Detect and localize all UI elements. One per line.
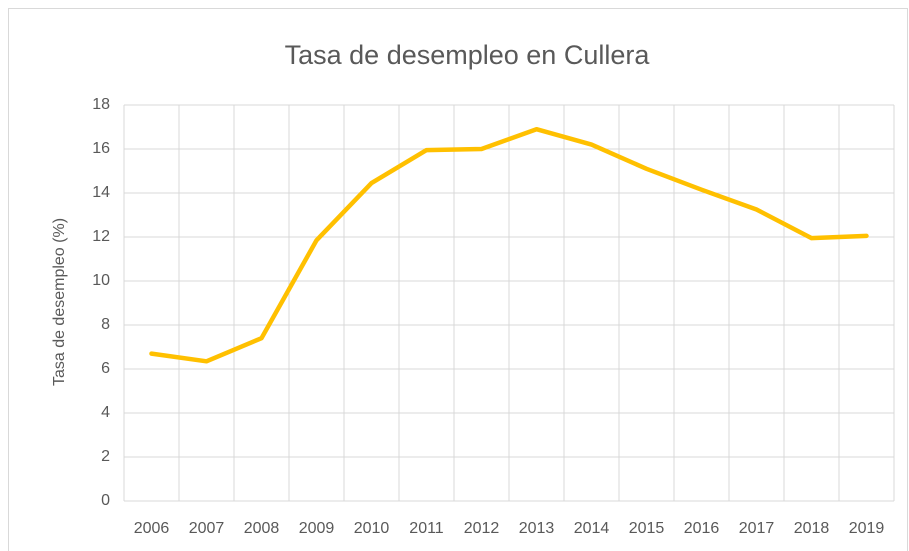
x-tick-label: 2018 <box>794 520 830 537</box>
x-tick-label: 2013 <box>519 520 555 537</box>
x-tick-label: 2007 <box>189 520 225 537</box>
x-tick-label: 2017 <box>739 520 775 537</box>
x-tick-label: 2014 <box>574 520 610 537</box>
y-tick-label: 18 <box>92 96 110 113</box>
y-tick-label: 16 <box>92 140 110 157</box>
y-tick-label: 6 <box>101 360 110 377</box>
x-tick-label: 2010 <box>354 520 390 537</box>
x-tick-label: 2015 <box>629 520 665 537</box>
x-tick-label: 2006 <box>134 520 170 537</box>
y-tick-label: 14 <box>92 184 110 201</box>
y-tick-label: 8 <box>101 316 110 333</box>
x-tick-label: 2009 <box>299 520 335 537</box>
y-tick-label: 0 <box>101 492 110 509</box>
y-tick-label: 2 <box>101 448 110 465</box>
x-tick-label: 2011 <box>409 520 444 537</box>
x-tick-label: 2019 <box>849 520 885 537</box>
y-tick-label: 10 <box>92 272 110 289</box>
x-tick-label: 2008 <box>244 520 280 537</box>
line-series <box>149 126 869 364</box>
y-tick-label: 4 <box>101 404 110 421</box>
chart-border <box>8 8 908 551</box>
x-tick-label: 2016 <box>684 520 720 537</box>
y-axis-label: Tasa de desempleo (%) <box>51 218 68 386</box>
y-tick-label: 12 <box>92 228 110 245</box>
x-tick-label: 2012 <box>464 520 500 537</box>
chart-title: Tasa de desempleo en Cullera <box>285 40 651 70</box>
